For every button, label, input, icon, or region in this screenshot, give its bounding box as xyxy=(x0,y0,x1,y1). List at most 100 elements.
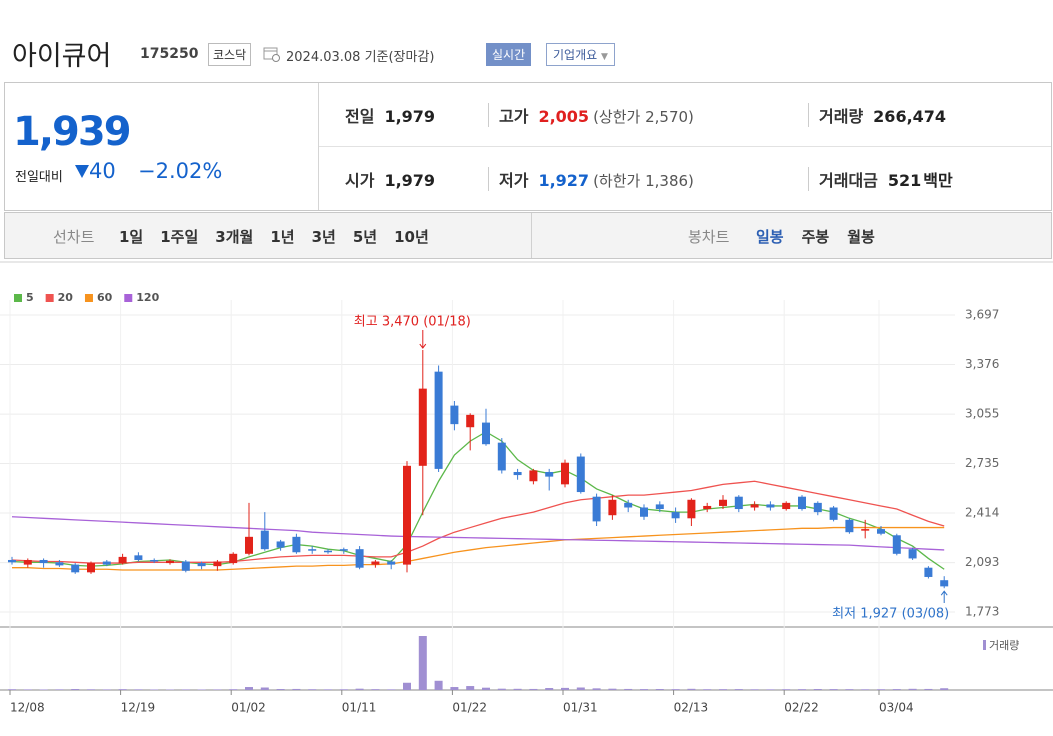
quote-label: 고가 xyxy=(499,107,529,126)
period-tab[interactable]: 5년 xyxy=(352,228,378,246)
candle-body xyxy=(813,502,822,513)
volume-bar xyxy=(118,689,127,690)
quote-label: 거래량 xyxy=(819,107,864,126)
candle-body xyxy=(624,502,633,508)
candle-body xyxy=(213,561,222,567)
volume-bar xyxy=(276,689,285,690)
volume-bar xyxy=(292,688,301,690)
candle-body xyxy=(260,530,269,550)
volume-legend-swatch xyxy=(983,640,986,650)
change-value: 40 xyxy=(89,159,116,183)
candle-body xyxy=(719,499,727,506)
volume-bar xyxy=(703,689,712,690)
volume-bar xyxy=(39,689,48,690)
volume-bar xyxy=(418,636,427,690)
volume-bar xyxy=(513,688,522,690)
volume-bar xyxy=(308,689,317,690)
volume-bar xyxy=(750,689,759,690)
min-annotation: 최저 1,927 (03/08) xyxy=(832,607,949,622)
tab-group-label: 선차트 xyxy=(53,228,95,246)
max-arrow xyxy=(419,330,427,349)
volume-bar xyxy=(134,689,143,690)
quote-value: 1,979 xyxy=(384,107,436,126)
candle-body xyxy=(513,471,522,476)
candle-body xyxy=(55,562,64,566)
candle-body xyxy=(324,550,332,553)
x-tick-label: 03/04 xyxy=(879,701,914,715)
candle-body xyxy=(276,541,285,548)
volume-bar xyxy=(197,689,206,690)
quote-value: 2,005 xyxy=(538,107,590,126)
period-tab[interactable]: 1년 xyxy=(270,228,295,246)
candle-body xyxy=(418,388,427,466)
min-arrow xyxy=(940,590,948,603)
candle-body xyxy=(434,371,443,469)
candle-body xyxy=(450,405,459,425)
calendar-icon xyxy=(263,47,280,62)
volume-bar xyxy=(829,689,838,690)
legend-swatch xyxy=(14,294,22,302)
quote-box: 1,939 전일대비 40 −2.02% 전일 1,979 고가 2,005 (상한가 … xyxy=(4,82,1052,211)
volume-bar xyxy=(23,689,32,690)
candle-body xyxy=(861,529,870,531)
volume-bar xyxy=(229,689,238,690)
base-date: 2024.03.08 기준(장마감) xyxy=(286,50,435,65)
moving-average xyxy=(11,516,945,551)
tab-group-label: 봉차트 xyxy=(688,228,730,246)
volume-bar xyxy=(55,689,64,690)
volume-bar xyxy=(845,689,854,690)
candle-body xyxy=(118,556,127,564)
candle-tab[interactable]: 일봉 xyxy=(756,228,784,246)
legend-swatch xyxy=(124,294,133,302)
candle-body xyxy=(197,563,206,567)
volume-bar xyxy=(545,688,554,690)
candle-tab[interactable]: 월봉 xyxy=(847,228,875,246)
candle-tab[interactable]: 주봉 xyxy=(801,228,830,246)
candle-body xyxy=(576,456,585,493)
candle-body xyxy=(924,567,933,577)
volume-bar xyxy=(260,687,269,690)
candle-body xyxy=(8,559,16,563)
quote-item: 시가 1,979 xyxy=(345,167,435,191)
volume-bar xyxy=(482,687,490,690)
candle-body xyxy=(292,536,301,553)
quote-item: 거래량 266,474 xyxy=(808,103,946,127)
period-tab[interactable]: 3년 xyxy=(311,228,336,246)
candle-body xyxy=(671,512,680,519)
quote-unit: 백만 xyxy=(923,171,953,190)
row-divider xyxy=(319,146,1051,147)
candle-body xyxy=(245,536,253,554)
quote-item: 저가 1,927 (하한가 1,386) xyxy=(488,167,694,191)
company-button[interactable]: 기업개요 ▼ xyxy=(546,43,615,66)
period-tab[interactable]: 3개월 xyxy=(215,228,254,246)
quote-item: 전일 1,979 xyxy=(345,103,435,127)
volume-bar xyxy=(892,689,901,690)
candle-body xyxy=(845,519,854,533)
volume-bar xyxy=(339,689,348,690)
candle-body xyxy=(545,471,554,477)
legend-label: 5 xyxy=(26,291,34,304)
x-tick-label: 12/08 xyxy=(10,701,45,715)
candle-body xyxy=(655,504,664,510)
candle-body xyxy=(39,559,48,564)
x-tick-label: 12/19 xyxy=(121,701,156,715)
candle-body xyxy=(482,422,490,445)
volume-bar xyxy=(592,688,601,690)
volume-bar xyxy=(798,689,806,690)
quote-item: 거래대금 521 백만 xyxy=(808,167,953,191)
x-tick-label: 01/11 xyxy=(342,701,377,715)
volume-bar xyxy=(403,682,411,690)
x-tick-label: 01/02 xyxy=(231,701,266,715)
candle-body xyxy=(687,499,696,519)
candle-body xyxy=(592,496,601,522)
volume-bar xyxy=(8,689,16,690)
period-tab[interactable]: 10년 xyxy=(394,228,429,246)
volume-bar xyxy=(497,688,506,690)
period-tab[interactable]: 1일 xyxy=(119,228,144,246)
period-tab[interactable]: 1주일 xyxy=(160,228,199,246)
volume-bar xyxy=(71,689,80,690)
realtime-button[interactable]: 실시간 xyxy=(486,43,532,66)
candle-body xyxy=(150,559,159,562)
volume-bar xyxy=(608,688,617,690)
